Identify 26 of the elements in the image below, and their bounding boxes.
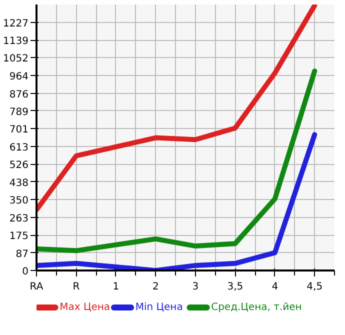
y-tick-label: 1139 xyxy=(3,36,29,48)
x-tick-label: 3 xyxy=(192,282,199,292)
x-tick-label: 3,5 xyxy=(227,282,244,292)
y-tick-label: 175 xyxy=(9,231,29,242)
y-tick-label: 789 xyxy=(9,106,29,118)
x-tick-label: 4,5 xyxy=(306,282,323,292)
y-tick-label: 87 xyxy=(16,248,29,260)
y-tick-label: 613 xyxy=(9,142,29,154)
y-tick-label: 526 xyxy=(9,160,29,172)
x-tick-label: 4 xyxy=(272,282,278,292)
y-tick-label: 438 xyxy=(9,178,29,189)
x-tick-label: 2 xyxy=(152,282,159,292)
x-tick-label: 1 xyxy=(112,282,120,292)
y-tick-label: 1227 xyxy=(3,18,29,30)
y-tick-label: 263 xyxy=(9,213,29,224)
y-tick-label: 964 xyxy=(9,72,29,82)
y-tick-label: 876 xyxy=(9,89,29,100)
legend-label: Сред.Цена, т.йен xyxy=(211,302,302,313)
y-tick-label: 1052 xyxy=(3,54,29,65)
x-tick-label: RA xyxy=(30,282,44,292)
legend-label: Min Цена xyxy=(135,302,183,313)
y-tick-label: 350 xyxy=(9,196,29,207)
y-tick-label: 701 xyxy=(9,124,29,136)
legend-label: Max Цена xyxy=(60,302,110,313)
x-tick-label: R xyxy=(72,282,80,292)
y-tick-label: 0 xyxy=(22,266,29,278)
